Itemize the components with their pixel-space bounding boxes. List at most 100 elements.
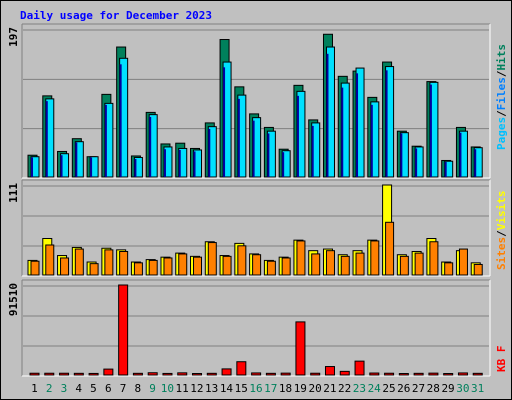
x-tick-label-13: 13 [205,382,218,395]
bar-pages-27 [415,148,418,177]
bar-pages-30 [459,132,462,177]
y-max-label-bottom: 91510 [7,283,20,316]
bar-sites-15 [237,245,247,276]
bar-sites-8 [133,262,143,276]
x-tick-label-12: 12 [190,382,203,395]
x-tick-label-4: 4 [75,382,82,395]
bar-sites-23 [355,252,365,276]
bar-pages-24 [370,104,373,177]
bar-sites-3 [60,257,70,276]
x-tick-label-20: 20 [308,382,321,395]
bar-kbytes-26 [398,373,409,376]
bar-pages-21 [326,53,329,177]
x-tick-label-8: 8 [134,382,141,395]
bar-sites-28 [429,241,439,276]
legend-top-item-1: / [495,110,508,117]
legend-top-item-4: Hits [495,44,508,71]
x-tick-label-6: 6 [105,382,112,395]
bar-kbytes-10 [162,372,173,376]
legend-middle: Sites/Visits [495,191,508,271]
x-tick-label-14: 14 [220,382,234,395]
bar-kbytes-30 [457,372,468,376]
x-tick-label-26: 26 [397,382,410,395]
bar-pages-11 [178,149,181,177]
bar-pages-18 [282,152,285,177]
bar-pages-26 [400,133,403,177]
x-tick-label-27: 27 [412,382,425,395]
x-tick-label-3: 3 [61,382,68,395]
bar-sites-27 [414,252,424,276]
bar-sites-25 [385,221,395,276]
bar-pages-17 [267,133,270,177]
bar-kbytes-18 [280,372,291,376]
y-max-label-middle: 111 [7,183,20,203]
x-tick-label-10: 10 [161,382,174,395]
bar-kbytes-8 [132,372,143,376]
bar-sites-19 [296,240,306,276]
legend-top-item-3: / [495,70,508,77]
bar-sites-6 [104,249,114,276]
bar-sites-5 [89,263,99,276]
bar-kbytes-4 [73,372,84,376]
bar-sites-29 [444,262,454,276]
bar-pages-4 [75,142,78,177]
x-tick-label-21: 21 [323,382,336,395]
bar-kbytes-7 [118,284,129,376]
bar-pages-20 [311,125,314,177]
x-tick-label-31: 31 [471,382,484,395]
bar-kbytes-17 [265,372,276,376]
bar-sites-17 [266,260,276,276]
bar-pages-6 [104,104,107,177]
x-tick-label-28: 28 [427,382,440,395]
bar-sites-10 [163,257,173,276]
legend-middle-item-0: Sites [495,237,508,270]
bar-sites-30 [458,248,468,276]
bar-kbytes-12 [192,373,203,376]
bar-sites-13 [207,242,217,276]
x-tick-label-17: 17 [264,382,277,395]
bar-kbytes-28 [428,372,439,376]
x-tick-label-18: 18 [279,382,292,395]
x-tick-label-23: 23 [353,382,366,395]
legend-top: Pages/Files/Hits [495,44,508,150]
bar-pages-31 [474,149,477,177]
legend-bottom: KB F [495,346,508,373]
bar-kbytes-14 [221,368,232,376]
bar-kbytes-2 [44,372,55,376]
bar-sites-31 [473,263,483,276]
legend-middle-item-1: / [495,230,508,237]
bar-sites-20 [311,253,321,276]
bar-kbytes-19 [295,321,306,376]
bar-pages-13 [208,128,211,177]
legend-middle-item-2: Visits [495,191,508,231]
bar-kbytes-22 [339,370,350,376]
chart-panel-3 [22,280,490,376]
bar-kbytes-9 [147,372,158,376]
bar-pages-12 [193,151,196,177]
bar-pages-29 [444,161,447,177]
bar-pages-14 [223,67,226,177]
bar-kbytes-11 [177,372,188,376]
bar-kbytes-1 [29,372,40,376]
x-tick-label-1: 1 [31,382,38,395]
x-tick-label-5: 5 [90,382,97,395]
bar-sites-7 [119,250,129,276]
x-tick-label-22: 22 [338,382,351,395]
bar-kbytes-23 [354,360,365,376]
x-tick-label-25: 25 [382,382,395,395]
bar-kbytes-6 [103,368,114,376]
y-max-label-top: 197 [7,27,20,47]
x-tick-label-29: 29 [441,382,454,395]
bar-pages-15 [237,98,240,177]
bar-sites-4 [74,248,84,276]
bar-pages-9 [149,116,152,177]
x-tick-label-7: 7 [120,382,127,395]
bar-kbytes-16 [251,372,262,376]
bar-sites-26 [399,255,409,276]
x-tick-label-15: 15 [235,382,248,395]
bar-pages-5 [90,157,93,177]
bar-kbytes-25 [384,372,395,376]
x-tick-label-19: 19 [294,382,307,395]
x-tick-label-11: 11 [176,382,189,395]
